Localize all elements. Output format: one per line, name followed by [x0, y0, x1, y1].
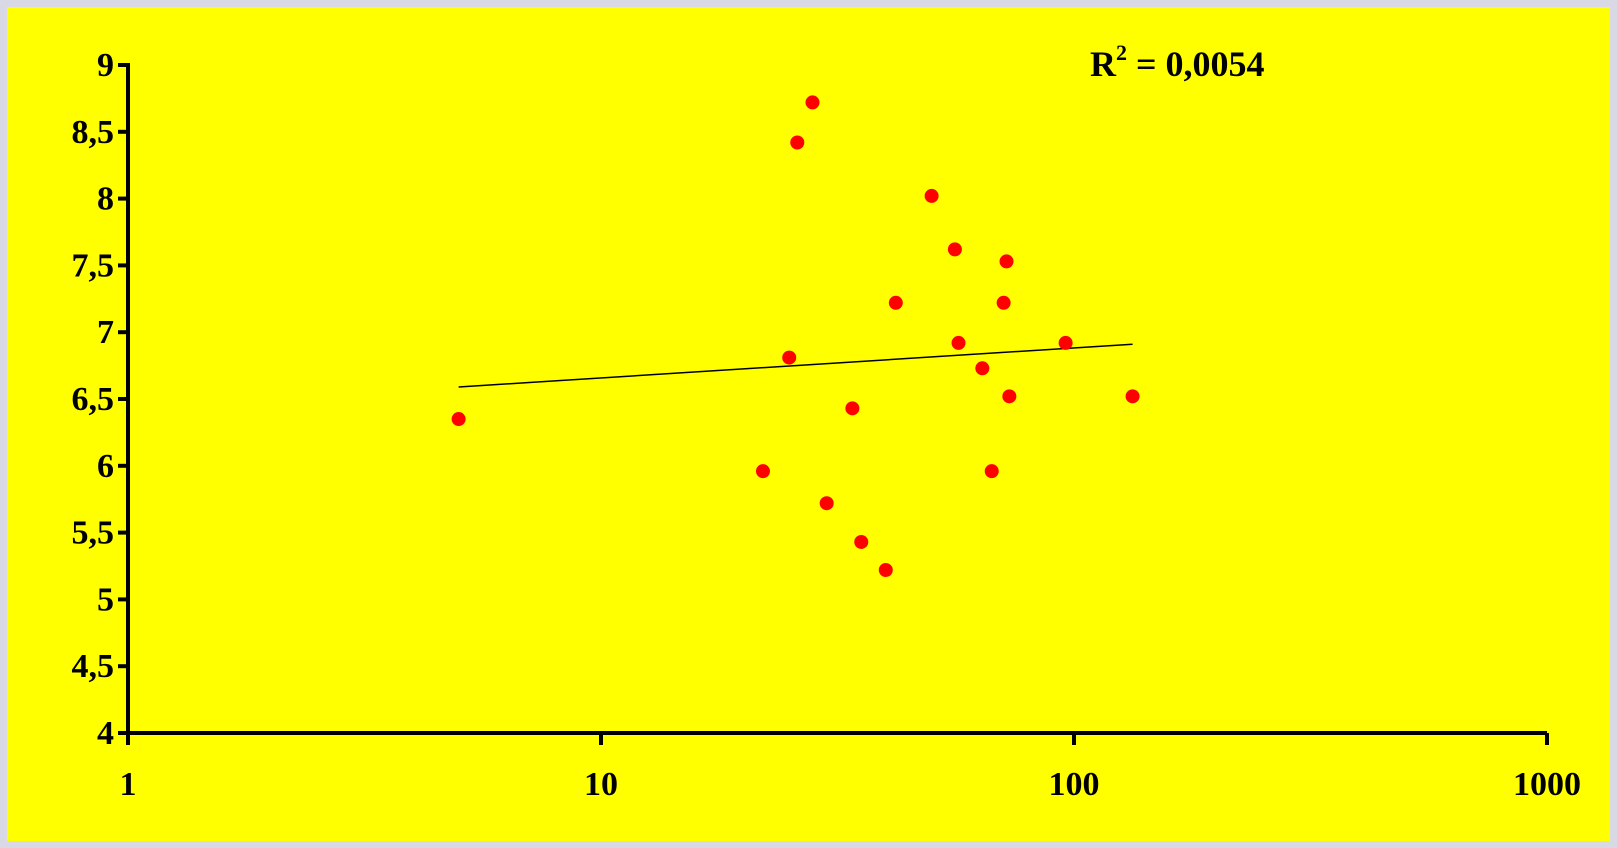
data-points [451, 95, 1140, 578]
y-tick-label: 7,5 [72, 247, 115, 284]
x-tick-label: 1000 [1513, 766, 1581, 803]
y-tick-label: 5 [97, 581, 114, 618]
y-tick-label: 9 [97, 47, 114, 84]
tick-labels: 4 4,5 5 5,5 6 6,5 7 7,5 8 8,5 9 1 10 100 1000 [72, 47, 1582, 803]
ticks [118, 63, 1549, 745]
x-tick-label: 1 [120, 766, 137, 803]
data-point [782, 350, 797, 365]
data-point [878, 563, 893, 578]
r-squared-annotation: R2 = 0,0054 [1090, 40, 1265, 84]
r2-exponent: 2 [1116, 40, 1127, 65]
data-point [790, 135, 805, 150]
y-tick-label: 7 [97, 314, 114, 351]
r2-prefix: R [1090, 44, 1117, 84]
data-point [819, 496, 834, 511]
data-point [854, 534, 869, 549]
data-point [845, 401, 860, 416]
trendline [458, 343, 1133, 388]
trendline-group [458, 343, 1133, 388]
data-point [1002, 389, 1017, 404]
y-tick-label: 6 [97, 448, 114, 485]
chart-area [7, 7, 1610, 841]
y-tick-label: 4,5 [72, 648, 115, 685]
data-point [975, 361, 990, 376]
y-tick-label: 6,5 [72, 381, 115, 418]
data-point [888, 295, 903, 310]
data-point [999, 254, 1014, 269]
y-tick-label: 8 [97, 181, 114, 218]
x-tick-label: 100 [1049, 766, 1100, 803]
data-point [947, 242, 962, 257]
data-point [451, 412, 466, 427]
y-tick-label: 8,5 [72, 114, 115, 151]
data-point [1058, 335, 1073, 350]
data-point [755, 464, 770, 479]
data-point [924, 188, 939, 203]
y-tick-label: 4 [97, 715, 114, 752]
data-point [996, 295, 1011, 310]
data-point [805, 95, 820, 110]
y-tick-label: 5,5 [72, 515, 115, 552]
data-point [1125, 389, 1140, 404]
axes [126, 63, 1547, 735]
x-tick-label: 10 [584, 766, 618, 803]
r2-suffix: = 0,0054 [1127, 44, 1265, 84]
data-point [951, 335, 966, 350]
data-point [984, 464, 999, 479]
